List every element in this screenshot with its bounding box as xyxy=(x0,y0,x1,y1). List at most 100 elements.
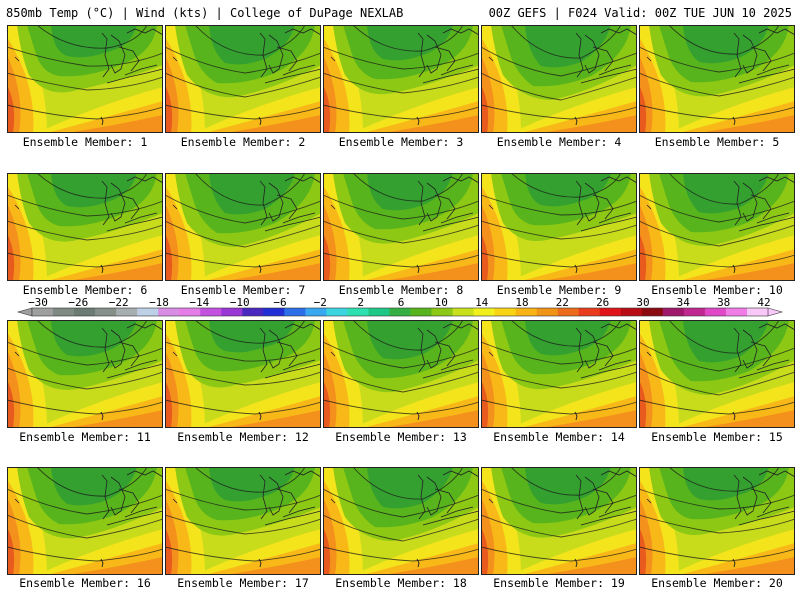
temperature-map xyxy=(165,320,321,428)
temperature-map xyxy=(165,173,321,281)
member-label: Ensemble Member: 6 xyxy=(22,283,148,297)
colorbar-tick-label: 10 xyxy=(435,296,448,309)
colorbar-swatch xyxy=(200,308,222,316)
colorbar-swatch xyxy=(326,308,348,316)
colorbar-swatch xyxy=(347,308,369,316)
colorbar-tick-label: −22 xyxy=(109,296,129,309)
colorbar-tick-label: 6 xyxy=(398,296,405,309)
member-label: Ensemble Member: 15 xyxy=(651,430,783,444)
ensemble-map-panel xyxy=(323,467,479,575)
ensemble-map-panel xyxy=(7,25,163,133)
member-label: Ensemble Member: 10 xyxy=(651,283,783,297)
ensemble-map-panel xyxy=(165,467,321,575)
colorbar-swatch xyxy=(116,308,138,316)
colorbar-tick-label: −6 xyxy=(273,296,286,309)
member-label: Ensemble Member: 2 xyxy=(180,135,306,149)
ensemble-map-panel xyxy=(165,320,321,428)
colorbar-swatch xyxy=(746,308,769,316)
temperature-map xyxy=(165,467,321,575)
member-label: Ensemble Member: 5 xyxy=(654,135,780,149)
ensemble-map-panel xyxy=(481,173,637,281)
temperature-map xyxy=(7,320,163,428)
temperature-map xyxy=(639,25,795,133)
colorbar-swatch xyxy=(368,308,390,316)
ensemble-map-panel xyxy=(165,25,321,133)
run-info: 00Z GEFS | F024 Valid: 00Z TUE JUN 10 20… xyxy=(488,6,792,20)
colorbar-swatch xyxy=(263,308,285,316)
colorbar-swatch xyxy=(431,308,453,316)
colorbar-tick-label: 30 xyxy=(636,296,649,309)
colorbar-swatch xyxy=(242,308,264,316)
member-label: Ensemble Member: 13 xyxy=(335,430,467,444)
colorbar-swatch xyxy=(389,308,411,316)
ensemble-map-panel xyxy=(639,320,795,428)
colorbar-tick-label: 26 xyxy=(596,296,609,309)
member-label: Ensemble Member: 17 xyxy=(177,576,309,590)
temperature-colorbar: −30 −26 −22 −18 −14 −10 −6 −2 2 6 10 14 18 22 26 30 34 38… xyxy=(0,296,800,320)
colorbar-swatch xyxy=(137,308,159,316)
colorbar-swatch xyxy=(578,308,601,316)
ensemble-map-panel xyxy=(481,320,637,428)
colorbar-swatch xyxy=(683,308,706,316)
ensemble-map-panel xyxy=(639,467,795,575)
colorbar-tick-label: 42 xyxy=(757,296,770,309)
colorbar-swatch xyxy=(221,308,243,316)
temperature-map xyxy=(7,25,163,133)
member-label: Ensemble Member: 12 xyxy=(177,430,309,444)
colorbar-swatch xyxy=(704,308,727,316)
colorbar-swatch xyxy=(536,308,559,316)
colorbar-swatch xyxy=(32,308,54,316)
colorbar-swatch xyxy=(515,308,538,316)
colorbar-tick-label: 34 xyxy=(677,296,691,309)
colorbar-swatch xyxy=(557,308,580,316)
colorbar-swatch xyxy=(410,308,432,316)
colorbar-tick-label: 2 xyxy=(357,296,364,309)
colorbar-swatch xyxy=(725,308,748,316)
colorbar-tick-label: −30 xyxy=(28,296,48,309)
ensemble-map-panel xyxy=(323,25,479,133)
temperature-map xyxy=(7,173,163,281)
member-label: Ensemble Member: 11 xyxy=(19,430,151,444)
colorbar-swatch xyxy=(158,308,180,316)
ensemble-map-panel xyxy=(7,467,163,575)
colorbar-tick-label: −14 xyxy=(189,296,209,309)
temperature-map xyxy=(481,25,637,133)
member-label: Ensemble Member: 9 xyxy=(496,283,622,297)
colorbar-swatch xyxy=(641,308,664,316)
colorbar-tick-label: −2 xyxy=(314,296,327,309)
colorbar-tick-label: 22 xyxy=(556,296,569,309)
colorbar-swatch xyxy=(53,308,75,316)
colorbar-swatch xyxy=(179,308,201,316)
member-label: Ensemble Member: 1 xyxy=(22,135,148,149)
temperature-map xyxy=(323,467,479,575)
ensemble-map-panel xyxy=(165,173,321,281)
temperature-map xyxy=(481,320,637,428)
colorbar-tick-label: 14 xyxy=(475,296,489,309)
colorbar-swatch xyxy=(305,308,327,316)
member-label: Ensemble Member: 18 xyxy=(335,576,467,590)
member-label: Ensemble Member: 8 xyxy=(338,283,464,297)
temperature-map xyxy=(639,467,795,575)
member-label: Ensemble Member: 4 xyxy=(496,135,622,149)
colorbar-swatch xyxy=(74,308,96,316)
colorbar-swatch xyxy=(452,308,474,316)
ensemble-map-panel xyxy=(481,25,637,133)
ensemble-map-panel xyxy=(7,320,163,428)
temperature-map xyxy=(7,467,163,575)
colorbar-tick-label: 38 xyxy=(717,296,730,309)
ensemble-map-panel xyxy=(639,25,795,133)
temperature-map xyxy=(323,320,479,428)
member-label: Ensemble Member: 14 xyxy=(493,430,625,444)
colorbar-tick-label: −18 xyxy=(149,296,169,309)
temperature-map xyxy=(323,173,479,281)
member-label: Ensemble Member: 20 xyxy=(651,576,783,590)
colorbar-swatch xyxy=(620,308,643,316)
member-label: Ensemble Member: 16 xyxy=(19,576,151,590)
temperature-map xyxy=(481,173,637,281)
temperature-map xyxy=(165,25,321,133)
colorbar-tick-label: −26 xyxy=(68,296,88,309)
ensemble-map-panel xyxy=(639,173,795,281)
temperature-map xyxy=(639,320,795,428)
colorbar-swatch xyxy=(494,308,517,316)
temperature-map xyxy=(639,173,795,281)
